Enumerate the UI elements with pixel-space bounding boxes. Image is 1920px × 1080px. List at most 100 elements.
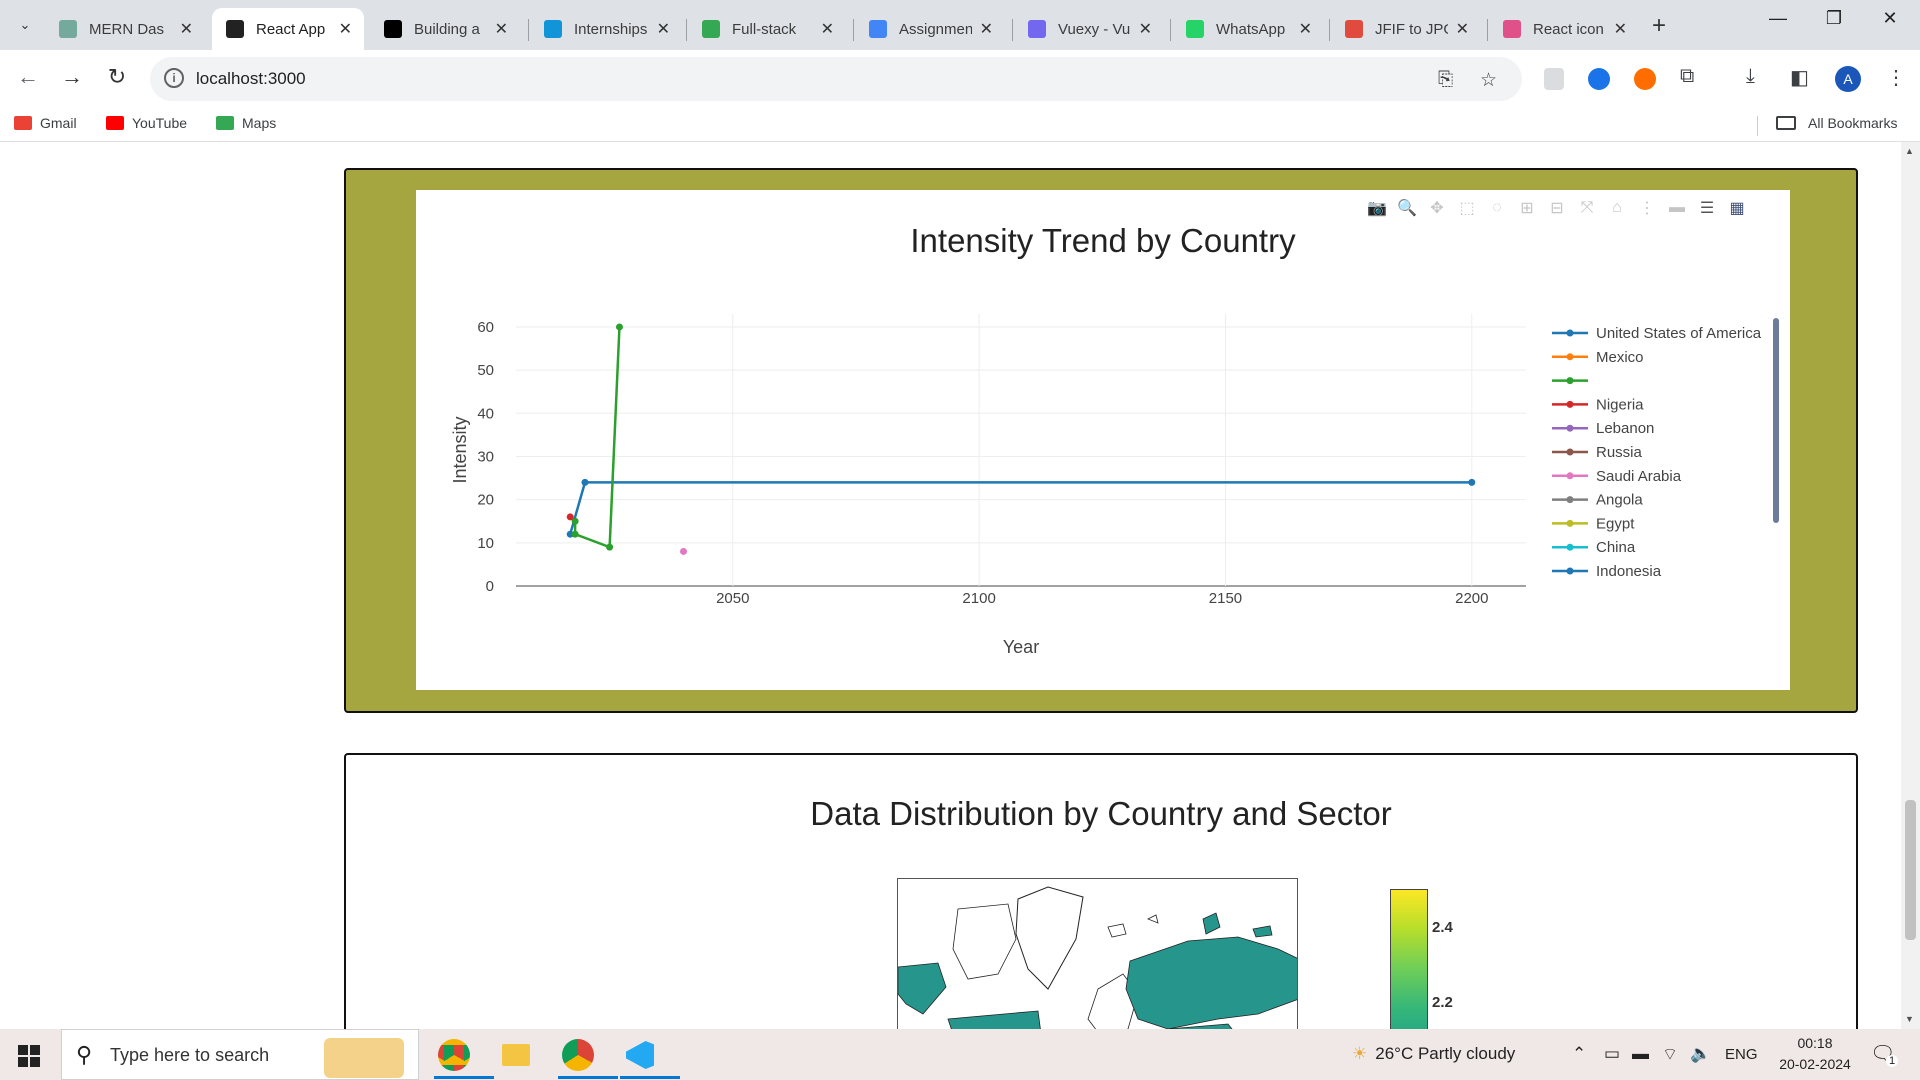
taskbar-search[interactable]: ⚲ Type here to search bbox=[61, 1029, 419, 1080]
bookmark-maps[interactable]: Maps bbox=[216, 115, 276, 131]
tab-close-icon[interactable]: ✕ bbox=[494, 21, 508, 38]
pan-icon[interactable]: ✥ bbox=[1430, 200, 1444, 217]
page-scrollbar[interactable]: ▲ ▼ bbox=[1901, 142, 1920, 1029]
reload-button[interactable]: ↻ bbox=[107, 64, 127, 89]
tab-3[interactable]: Internships ✕ bbox=[530, 8, 682, 50]
clock[interactable]: 00:18 20-02-2024 bbox=[1770, 1035, 1860, 1072]
internshala-icon bbox=[544, 20, 562, 38]
tab-close-icon[interactable]: ✕ bbox=[1138, 21, 1152, 38]
tab-close-icon[interactable]: ✕ bbox=[1298, 21, 1312, 38]
legend-label: Nigeria bbox=[1596, 396, 1644, 413]
tab-5[interactable]: Assignmen ✕ bbox=[855, 8, 1005, 50]
map-iceland bbox=[1107, 923, 1127, 938]
bookmark-star-icon[interactable]: ☆ bbox=[1480, 70, 1498, 91]
scrollbar-thumb[interactable] bbox=[1905, 800, 1916, 940]
extension-translate-icon[interactable] bbox=[1588, 68, 1610, 90]
map-central-asia bbox=[1167, 1023, 1233, 1029]
tab-2[interactable]: Building a ✕ bbox=[370, 8, 520, 50]
chrome-icon bbox=[562, 1039, 594, 1071]
map-colorbar bbox=[1390, 889, 1428, 1029]
tab-8[interactable]: JFIF to JPG ✕ bbox=[1331, 8, 1481, 50]
y-tick-label: 30 bbox=[477, 448, 494, 465]
plotly-logo-icon[interactable]: ▦ bbox=[1729, 200, 1745, 217]
zoom-in-icon[interactable]: ⊞ bbox=[1520, 200, 1534, 217]
windows-start-icon[interactable] bbox=[18, 1045, 40, 1067]
page-content: Intensity Trend by Country 0 10 20 30 40 50 60 2… bbox=[0, 142, 1920, 1029]
zoom-icon[interactable]: 🔍 bbox=[1397, 200, 1417, 217]
taskbar-file-explorer[interactable] bbox=[496, 1037, 536, 1073]
legend-marker bbox=[1566, 543, 1574, 551]
clock-date: 20-02-2024 bbox=[1779, 1056, 1851, 1072]
lasso-icon[interactable]: ◌ bbox=[1492, 199, 1502, 216]
tab-close-icon[interactable]: ✕ bbox=[338, 21, 352, 38]
reset-axes-icon[interactable]: ⌂ bbox=[1612, 199, 1622, 216]
tab-6[interactable]: Vuexy - Vu ✕ bbox=[1014, 8, 1164, 50]
taskbar-chrome-profile-b[interactable] bbox=[558, 1037, 618, 1079]
taskbar-chrome-profile-a[interactable] bbox=[434, 1037, 494, 1079]
hidden-icons-chevron-icon[interactable]: ⌃ bbox=[1572, 1044, 1587, 1063]
hover-compare-icon[interactable]: ☰ bbox=[1699, 200, 1715, 217]
language-indicator[interactable]: ENG bbox=[1725, 1046, 1758, 1063]
tab-close-icon[interactable]: ✕ bbox=[656, 21, 670, 38]
tab-4[interactable]: Full-stack ✕ bbox=[688, 8, 846, 50]
tab-7[interactable]: WhatsApp ✕ bbox=[1172, 8, 1324, 50]
tab-search-button[interactable]: ⌄ bbox=[19, 17, 31, 32]
taskbar-vscode[interactable] bbox=[620, 1037, 680, 1079]
tab-1[interactable]: React App ✕ bbox=[212, 8, 364, 50]
tab-close-icon[interactable]: ✕ bbox=[820, 21, 834, 38]
legend-clip bbox=[1552, 588, 1772, 618]
spike-lines-icon[interactable]: ⋮ bbox=[1639, 200, 1655, 217]
tab-separator bbox=[1170, 19, 1171, 41]
camera-icon[interactable]: 📷 bbox=[1367, 200, 1387, 217]
tab-close-icon[interactable]: ✕ bbox=[179, 21, 193, 38]
bookmark-youtube[interactable]: YouTube bbox=[106, 115, 187, 131]
forward-button[interactable]: → bbox=[61, 64, 83, 89]
all-bookmarks-button[interactable]: All Bookmarks bbox=[1776, 115, 1897, 131]
weather-widget[interactable]: ☀ 26°C Partly cloudy bbox=[1352, 1044, 1515, 1064]
profile-avatar[interactable]: A bbox=[1835, 66, 1861, 92]
map-greenland bbox=[1015, 886, 1084, 990]
new-tab-button[interactable]: + bbox=[1652, 12, 1667, 39]
wifi-icon[interactable]: ⌔ bbox=[1662, 1045, 1678, 1064]
tab-close-icon[interactable]: ✕ bbox=[979, 21, 993, 38]
tab-separator bbox=[1487, 19, 1488, 41]
tab-0[interactable]: MERN Das ✕ bbox=[45, 8, 205, 50]
y-tick-label: 20 bbox=[477, 492, 494, 509]
box-select-icon[interactable]: ⬚ bbox=[1459, 200, 1475, 217]
url-text: localhost:3000 bbox=[196, 69, 306, 88]
meet-now-icon[interactable]: ▭ bbox=[1604, 1044, 1621, 1063]
address-bar[interactable]: i localhost:3000 ⎘ ☆ bbox=[150, 57, 1522, 101]
tab-separator bbox=[1012, 19, 1013, 41]
data-point bbox=[581, 478, 589, 486]
install-app-icon[interactable]: ⎘ bbox=[1438, 69, 1454, 90]
zoom-out-icon[interactable]: ⊟ bbox=[1550, 200, 1564, 217]
volume-icon[interactable]: 🔈 bbox=[1690, 1044, 1712, 1063]
extensions-puzzle-icon[interactable]: ⧉ bbox=[1680, 65, 1695, 87]
clock-time: 00:18 bbox=[1797, 1035, 1833, 1051]
autoscale-icon[interactable]: ⤧ bbox=[1580, 199, 1594, 216]
extension-orange-icon[interactable] bbox=[1634, 68, 1656, 90]
browser-menu-icon[interactable]: ⋮ bbox=[1886, 67, 1906, 89]
restore-button[interactable]: ❐ bbox=[1825, 8, 1843, 28]
hover-closest-icon[interactable]: ▬ bbox=[1669, 199, 1685, 216]
series-line-0 bbox=[568, 481, 1472, 535]
back-button[interactable]: ← bbox=[17, 64, 39, 89]
tab-close-icon[interactable]: ✕ bbox=[1613, 21, 1627, 38]
vuexy-icon bbox=[1028, 20, 1046, 38]
choropleth-map[interactable] bbox=[897, 878, 1298, 1029]
side-panel-icon[interactable]: ◧ bbox=[1790, 67, 1809, 89]
x-tick-label: 2050 bbox=[716, 590, 749, 607]
scroll-down-arrow-icon[interactable]: ▼ bbox=[1905, 1014, 1914, 1024]
extension-docs-icon[interactable] bbox=[1544, 68, 1564, 90]
map-russia bbox=[1125, 936, 1297, 1029]
scroll-up-arrow-icon[interactable]: ▲ bbox=[1905, 146, 1914, 156]
tab-9[interactable]: React icon ✕ bbox=[1489, 8, 1639, 50]
minimize-button[interactable]: — bbox=[1769, 8, 1787, 28]
maps-icon bbox=[216, 116, 234, 130]
download-icon[interactable]: ⤓ bbox=[1746, 65, 1755, 87]
bookmark-gmail[interactable]: Gmail bbox=[14, 115, 77, 131]
tab-close-icon[interactable]: ✕ bbox=[1455, 21, 1469, 38]
site-info-icon[interactable]: i bbox=[164, 68, 184, 88]
close-window-button[interactable]: ✕ bbox=[1882, 8, 1898, 28]
battery-icon[interactable]: ▬ bbox=[1632, 1044, 1649, 1063]
